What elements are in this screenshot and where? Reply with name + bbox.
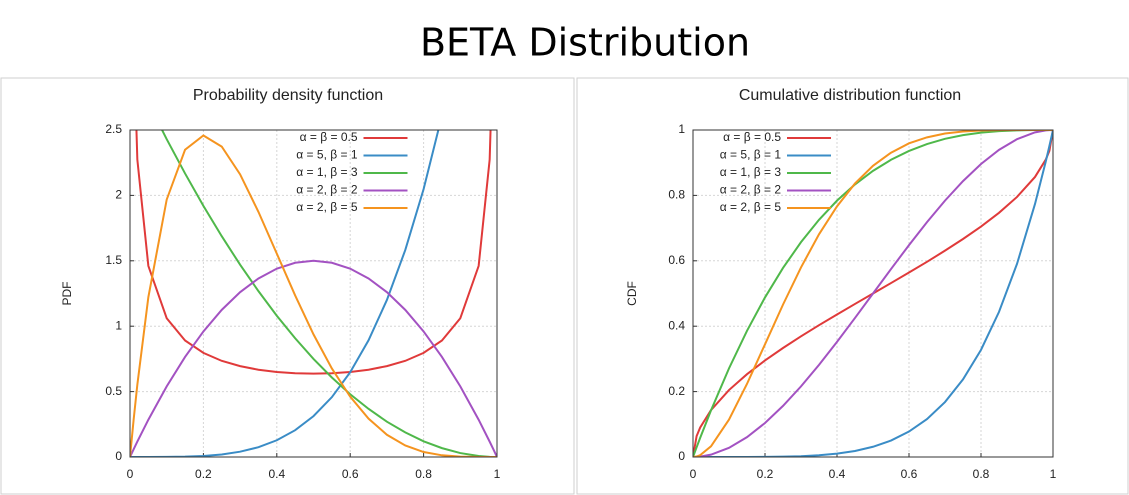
curve bbox=[130, 259, 497, 457]
curve bbox=[693, 130, 1053, 457]
y-tick-label: 1 bbox=[678, 122, 685, 136]
x-tick-label: 0.8 bbox=[415, 467, 432, 481]
y-tick-label: 0.2 bbox=[668, 384, 685, 398]
x-tick-label: 0.2 bbox=[757, 467, 774, 481]
x-tick-label: 0 bbox=[690, 467, 697, 481]
x-tick-label: 0.2 bbox=[195, 467, 212, 481]
curve bbox=[130, 130, 440, 457]
legend-label: α = 2, β = 2 bbox=[720, 183, 782, 197]
legend-label: α = β = 0.5 bbox=[300, 130, 358, 144]
y-tick-label: 2 bbox=[115, 188, 122, 202]
legend-label: α = β = 0.5 bbox=[723, 130, 781, 144]
legend-label: α = 2, β = 2 bbox=[296, 183, 358, 197]
curve bbox=[135, 130, 492, 375]
panel-border bbox=[576, 77, 1129, 495]
y-tick-label: 0.5 bbox=[105, 384, 122, 398]
legend-label: α = 1, β = 3 bbox=[720, 165, 782, 179]
legend-label: α = 5, β = 1 bbox=[296, 148, 358, 162]
x-tick-label: 0.8 bbox=[973, 467, 990, 481]
y-tick-label: 1 bbox=[115, 318, 122, 332]
x-tick-label: 0.6 bbox=[901, 467, 918, 481]
x-tick-label: 0 bbox=[127, 467, 134, 481]
x-tick-label: 1 bbox=[1050, 467, 1057, 481]
panel-title: Probability density function bbox=[193, 87, 383, 104]
y-tick-label: 1.5 bbox=[105, 253, 122, 267]
panel-title: Cumulative distribution function bbox=[739, 87, 961, 104]
y-tick-label: 0 bbox=[678, 449, 685, 463]
legend-label: α = 1, β = 3 bbox=[296, 165, 358, 179]
legend-label: α = 5, β = 1 bbox=[720, 148, 782, 162]
y-axis-label: CDF bbox=[625, 281, 639, 306]
plot-frame bbox=[129, 129, 498, 458]
y-axis-label: PDF bbox=[60, 282, 74, 306]
panel-border bbox=[0, 77, 575, 495]
y-tick-label: 0.8 bbox=[668, 188, 685, 202]
curve bbox=[160, 130, 497, 457]
main-title: BETA Distribution bbox=[420, 21, 750, 65]
legend-label: α = 2, β = 5 bbox=[720, 200, 782, 214]
plot-area bbox=[130, 130, 497, 457]
x-tick-label: 0.4 bbox=[268, 467, 285, 481]
legend-label: α = 2, β = 5 bbox=[296, 200, 358, 214]
y-tick-label: 2.5 bbox=[105, 122, 122, 136]
plot-frame bbox=[692, 129, 1054, 458]
x-tick-label: 1 bbox=[494, 467, 501, 481]
x-tick-label: 0.4 bbox=[829, 467, 846, 481]
y-tick-label: 0.6 bbox=[668, 253, 685, 267]
curve bbox=[693, 130, 1053, 457]
y-tick-label: 0.4 bbox=[668, 318, 685, 332]
x-tick-label: 0.6 bbox=[342, 467, 359, 481]
y-tick-label: 0 bbox=[115, 449, 122, 463]
